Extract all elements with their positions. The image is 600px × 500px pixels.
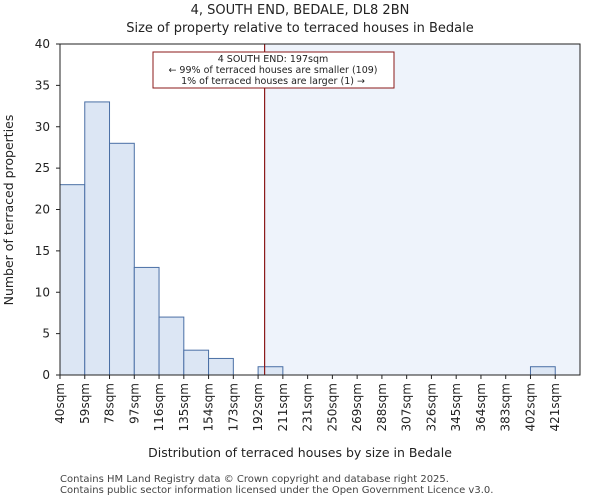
larger-region-shading bbox=[264, 44, 580, 375]
bar-59sqm bbox=[84, 101, 111, 376]
x-tick-label: 421sqm bbox=[548, 383, 562, 431]
x-tick-label: 307sqm bbox=[400, 383, 414, 431]
annotation-line-1: 4 SOUTH END: 197sqm bbox=[218, 54, 329, 65]
x-tick-label: 135sqm bbox=[177, 383, 191, 431]
y-tick-label: 25 bbox=[35, 161, 50, 175]
x-tick-label: 192sqm bbox=[251, 383, 265, 431]
x-axis-label: Distribution of terraced houses by size … bbox=[148, 445, 452, 460]
chart-title: 4, SOUTH END, BEDALE, DL8 2BN bbox=[191, 3, 410, 18]
x-tick-label: 269sqm bbox=[350, 383, 364, 431]
bar-402sqm bbox=[529, 366, 556, 376]
bar-40sqm bbox=[59, 184, 86, 376]
bars-group bbox=[59, 101, 556, 376]
x-tick-label: 173sqm bbox=[226, 383, 240, 431]
annotation-frame bbox=[152, 51, 395, 89]
x-tick-label: 383sqm bbox=[499, 383, 513, 431]
footer-credit-line-2: Contains public sector information licen… bbox=[60, 485, 494, 496]
x-tick-label: 402sqm bbox=[523, 383, 537, 431]
annotation-line-3: 1% of terraced houses are larger (1) → bbox=[181, 76, 365, 87]
bar-135sqm bbox=[183, 349, 210, 376]
bar-97sqm bbox=[133, 266, 160, 376]
bar-192sqm bbox=[257, 366, 284, 376]
y-tick-label: 0 bbox=[42, 368, 50, 382]
y-tick-label: 10 bbox=[35, 285, 50, 299]
x-tick-label: 40sqm bbox=[53, 383, 67, 424]
x-tick-label: 78sqm bbox=[103, 383, 117, 424]
x-tick-label: 97sqm bbox=[127, 383, 141, 424]
axes-group: 0 5 10 15 20 25 30 35 40 40sqm 59sqm 78sqm 97sqm 116s… bbox=[35, 37, 581, 431]
y-tick-label: 20 bbox=[35, 203, 50, 217]
x-tick-label: 345sqm bbox=[449, 383, 463, 431]
x-tick-label: 231sqm bbox=[301, 383, 315, 431]
x-tick-label: 364sqm bbox=[474, 383, 488, 431]
chart-subtitle: Size of property relative to terraced ho… bbox=[126, 21, 474, 36]
y-tick-label: 15 bbox=[35, 244, 50, 258]
y-tick-label: 5 bbox=[42, 327, 50, 341]
bar-154sqm bbox=[208, 357, 234, 376]
y-axis-label: Number of terraced properties bbox=[1, 115, 16, 306]
y-tick-label: 30 bbox=[35, 120, 50, 134]
x-tick-label: 116sqm bbox=[152, 383, 166, 431]
x-tick-label: 154sqm bbox=[202, 383, 216, 431]
x-tick-label: 211sqm bbox=[276, 383, 290, 431]
annotation-line-2: ← 99% of terraced houses are smaller (10… bbox=[168, 65, 377, 76]
bar-116sqm bbox=[158, 316, 185, 376]
annotation-box: 4 SOUTH END: 197sqm ← 99% of terraced ho… bbox=[152, 51, 395, 89]
footer-credit-line-1: Contains HM Land Registry data © Crown c… bbox=[60, 474, 449, 485]
bar-78sqm bbox=[109, 142, 135, 376]
x-tick-label: 250sqm bbox=[325, 383, 339, 431]
x-tick-label: 326sqm bbox=[424, 383, 438, 431]
y-tick-label: 40 bbox=[35, 37, 50, 51]
x-tick-label: 288sqm bbox=[375, 383, 389, 431]
y-tick-label: 35 bbox=[35, 78, 50, 92]
x-tick-label: 59sqm bbox=[78, 383, 92, 424]
